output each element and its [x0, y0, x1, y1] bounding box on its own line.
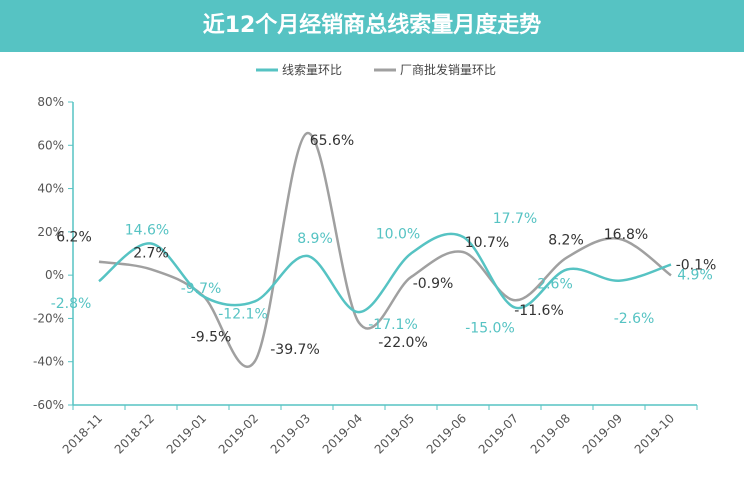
data-label-s2: 65.6%: [310, 133, 354, 149]
x-tick-label: 2019-10: [632, 411, 677, 456]
data-label-s2: 6.2%: [56, 230, 92, 246]
x-tick-label: 2018-11: [60, 411, 105, 456]
y-tick-label: 0%: [45, 268, 64, 282]
data-label-s2: -0.1%: [676, 257, 717, 273]
x-tick-label: 2019-08: [528, 411, 573, 456]
x-tick-label: 2019-09: [580, 411, 625, 456]
data-label-s1: 17.7%: [493, 211, 537, 227]
x-tick-label: 2019-06: [424, 411, 469, 456]
chart-title: 近12个月经销商总线索量月度走势: [0, 0, 744, 52]
y-tick-label: -60%: [33, 398, 64, 412]
data-label-s1: 8.9%: [297, 231, 333, 247]
data-label-s2: 16.8%: [604, 227, 648, 243]
x-tick-label: 2019-07: [476, 411, 521, 456]
data-label-s2: -0.9%: [413, 276, 454, 292]
x-tick-label: 2018-12: [112, 411, 157, 456]
data-label-s2: 8.2%: [548, 232, 584, 248]
data-label-s1: -9.7%: [181, 281, 222, 297]
legend: 线索量环比 厂商批发销量环比: [256, 62, 496, 77]
y-axis-ticks: 80% 60% 40% 20% 0% -20% -40% -60%: [33, 95, 73, 412]
axes: 2018-11 2018-12 2019-01 2019-02 2019-03 2019-…: [60, 102, 698, 457]
data-label-s2: 10.7%: [465, 235, 509, 251]
series-line-2: [98, 131, 672, 368]
x-tick-label: 2019-05: [372, 411, 417, 456]
data-label-s1: -2.8%: [51, 296, 92, 312]
legend-label-1: 线索量环比: [282, 63, 342, 77]
data-label-s1: -17.1%: [368, 317, 418, 333]
data-label-s2: -9.5%: [191, 330, 232, 346]
data-label-s2: -39.7%: [270, 342, 320, 358]
data-label-s2: -22.0%: [378, 335, 428, 351]
data-label-s1: 14.6%: [125, 223, 169, 239]
y-tick-label: 20%: [37, 225, 64, 239]
x-tick-label: 2019-03: [268, 411, 313, 456]
x-tick-label: 2019-01: [164, 411, 209, 456]
y-tick-label: 60%: [37, 138, 64, 152]
y-tick-label: -20%: [33, 311, 64, 325]
data-label-s1: 10.0%: [376, 227, 420, 243]
data-labels: -2.8% 14.6% -9.7% -12.1% 8.9% -17.1% 10.0% 17.7…: [51, 133, 717, 358]
y-tick-label: 40%: [37, 182, 64, 196]
data-label-s1: -15.0%: [465, 321, 515, 337]
data-label-s2: 2.7%: [133, 245, 169, 261]
data-label-s2: -11.6%: [514, 303, 564, 319]
x-tick-label: 2019-04: [320, 411, 365, 456]
y-tick-label: 80%: [37, 95, 64, 109]
series-lines: [98, 131, 672, 368]
data-label-s1: -2.6%: [614, 311, 655, 327]
series-line-1: [98, 232, 672, 314]
x-tick-label: 2019-02: [216, 411, 261, 456]
data-label-s1: -12.1%: [218, 306, 268, 322]
legend-label-2: 厂商批发销量环比: [400, 62, 496, 77]
data-label-s1: 4.9%: [677, 268, 713, 284]
y-tick-label: -40%: [33, 355, 64, 369]
data-label-s1: 2.6%: [537, 277, 573, 293]
